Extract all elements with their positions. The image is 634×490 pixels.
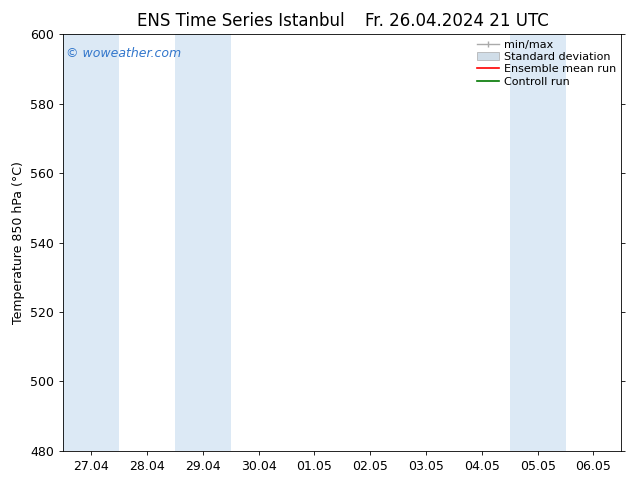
Bar [175, 34, 231, 451]
Bar [63, 34, 119, 451]
Text: ENS Time Series Istanbul: ENS Time Series Istanbul [137, 12, 345, 30]
Legend: min/max, Standard deviation, Ensemble mean run, Controll run: min/max, Standard deviation, Ensemble me… [475, 38, 618, 89]
Text: Fr. 26.04.2024 21 UTC: Fr. 26.04.2024 21 UTC [365, 12, 548, 30]
Bar [510, 34, 566, 451]
Y-axis label: Temperature 850 hPa (°C): Temperature 850 hPa (°C) [12, 161, 25, 324]
Text: © woweather.com: © woweather.com [66, 47, 181, 60]
